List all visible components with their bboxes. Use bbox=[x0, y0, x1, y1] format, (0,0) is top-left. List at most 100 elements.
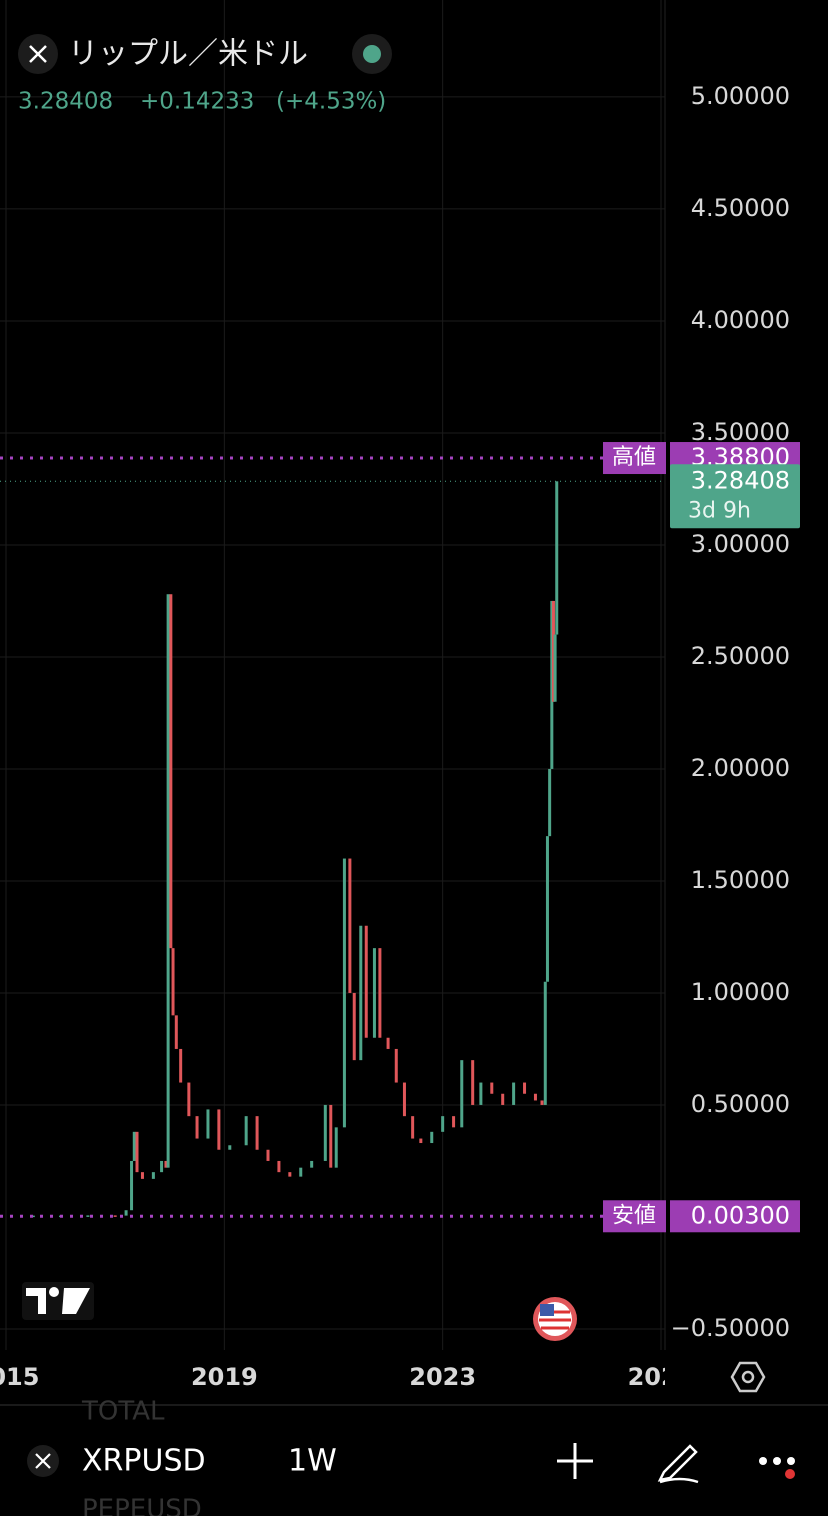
low-name: 安値 bbox=[612, 1203, 656, 1228]
more-button[interactable] bbox=[759, 1457, 795, 1479]
candle bbox=[179, 1048, 183, 1083]
candle bbox=[169, 594, 173, 949]
x-tick-label: 2023 bbox=[409, 1363, 476, 1391]
y-tick-label: 1.50000 bbox=[691, 866, 790, 894]
candle bbox=[299, 1167, 303, 1177]
candle bbox=[206, 1109, 210, 1139]
candle bbox=[140, 1172, 144, 1179]
candle bbox=[523, 1082, 527, 1094]
change-pct: (+4.53%) bbox=[276, 89, 386, 115]
candle bbox=[555, 481, 559, 635]
candle bbox=[228, 1145, 232, 1150]
settings-icon[interactable] bbox=[730, 1361, 766, 1393]
candle bbox=[132, 1131, 136, 1161]
remove-icon bbox=[35, 1453, 51, 1469]
candle bbox=[244, 1116, 248, 1146]
candle bbox=[166, 594, 170, 1168]
flag-icon bbox=[533, 1297, 577, 1341]
close-icon bbox=[29, 45, 47, 63]
candle bbox=[151, 1172, 155, 1179]
x-tick-label: 2027 bbox=[628, 1363, 695, 1391]
candle bbox=[348, 858, 352, 993]
candle bbox=[364, 925, 368, 1038]
candle bbox=[452, 1116, 456, 1128]
candle bbox=[430, 1131, 434, 1144]
status-dot bbox=[363, 45, 381, 63]
candle bbox=[501, 1093, 505, 1105]
y-tick-label: 3.00000 bbox=[691, 530, 790, 558]
y-tick-label: 2.00000 bbox=[691, 754, 790, 782]
candle bbox=[359, 925, 363, 1061]
symbol-name: リップル／米ドル bbox=[68, 37, 308, 72]
candle bbox=[288, 1172, 292, 1177]
candle bbox=[372, 948, 376, 1038]
candle bbox=[113, 1215, 117, 1217]
candle bbox=[550, 600, 554, 769]
candle bbox=[402, 1082, 406, 1117]
candle bbox=[543, 981, 547, 1105]
high-name-box bbox=[603, 442, 666, 475]
candle bbox=[512, 1082, 516, 1105]
candle bbox=[334, 1127, 338, 1168]
candle bbox=[187, 1082, 191, 1117]
y-tick-label: 1.00000 bbox=[691, 978, 790, 1006]
tv-logo bbox=[22, 1282, 94, 1320]
low-name-box bbox=[603, 1200, 666, 1233]
candle bbox=[255, 1116, 259, 1150]
candle bbox=[310, 1160, 314, 1168]
y-tick-label: −0.50000 bbox=[671, 1314, 790, 1342]
candle bbox=[342, 858, 346, 1128]
current-price: 3.28408 bbox=[691, 466, 790, 494]
low-value: 0.00300 bbox=[691, 1201, 790, 1229]
countdown: 3d 9h bbox=[688, 498, 751, 523]
add-button[interactable] bbox=[557, 1443, 593, 1479]
watch-below: PEPEUSD bbox=[82, 1495, 202, 1516]
toolbar-symbol[interactable]: XRPUSD bbox=[82, 1444, 206, 1479]
candle bbox=[266, 1149, 270, 1161]
candle bbox=[378, 948, 382, 1038]
candle bbox=[545, 836, 549, 982]
candle bbox=[323, 1104, 327, 1161]
candle bbox=[479, 1082, 483, 1105]
candle bbox=[411, 1116, 415, 1139]
candle bbox=[31, 1215, 35, 1218]
price: 3.28408 bbox=[18, 89, 113, 115]
change: +0.14233 bbox=[140, 89, 254, 115]
y-tick-label: 5.00000 bbox=[691, 82, 790, 110]
high-name: 高値 bbox=[612, 445, 656, 470]
candle bbox=[540, 1100, 544, 1105]
candle bbox=[217, 1109, 221, 1150]
candle bbox=[386, 1037, 390, 1049]
candle bbox=[551, 600, 555, 702]
candle bbox=[171, 948, 175, 1016]
candle bbox=[135, 1131, 139, 1173]
candle bbox=[124, 1210, 128, 1216]
candle bbox=[164, 1160, 168, 1168]
candle bbox=[441, 1116, 445, 1132]
candle bbox=[160, 1160, 164, 1173]
candle bbox=[130, 1160, 134, 1211]
low-value-box bbox=[670, 1200, 800, 1233]
y-tick-label: 2.50000 bbox=[691, 642, 790, 670]
y-tick-label: 0.50000 bbox=[691, 1090, 790, 1118]
y-tick-label: 4.00000 bbox=[691, 306, 790, 334]
candle bbox=[352, 992, 356, 1061]
plot-area: 2015 2019 2023 2027 bbox=[0, 0, 695, 1391]
candle bbox=[460, 1060, 464, 1128]
current-price-box bbox=[670, 464, 800, 529]
x-tick-label: 2019 bbox=[191, 1363, 258, 1391]
candle bbox=[394, 1048, 398, 1083]
candle bbox=[548, 768, 552, 837]
candle bbox=[174, 1015, 178, 1049]
watch-above: TOTAL bbox=[81, 1397, 165, 1427]
candle bbox=[553, 634, 557, 702]
candle bbox=[195, 1116, 199, 1139]
candle bbox=[533, 1093, 537, 1101]
candle bbox=[86, 1215, 90, 1217]
y-tick-label: 3.50000 bbox=[691, 418, 790, 446]
candle bbox=[490, 1082, 494, 1094]
toolbar-interval[interactable]: 1W bbox=[288, 1444, 337, 1479]
draw-button[interactable] bbox=[657, 1444, 699, 1484]
